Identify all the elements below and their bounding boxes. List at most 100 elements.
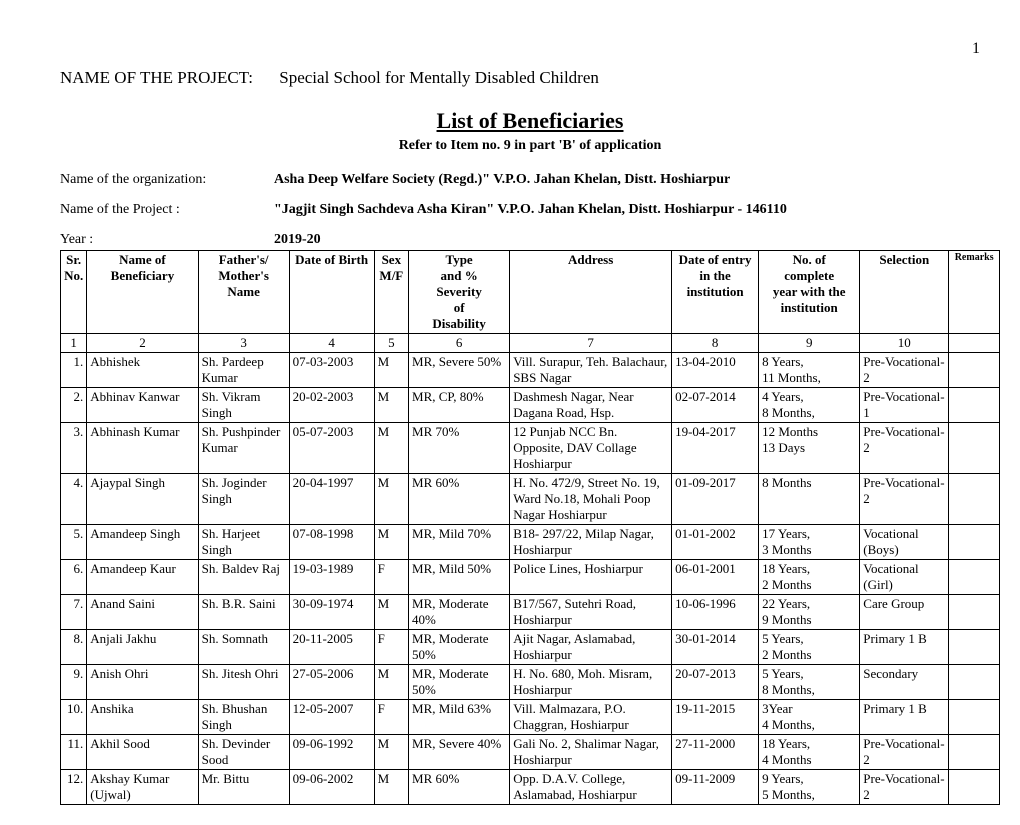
table-row: 3.Abhinash KumarSh. Pushpinder Kumar05-0… (61, 423, 1000, 474)
project-name-line: NAME OF THE PROJECT: Special School for … (60, 68, 1000, 88)
column-number-addr: 7 (510, 334, 672, 353)
table-row: 1.AbhishekSh. Pardeep Kumar07-03-2003MMR… (61, 353, 1000, 388)
cell-dob: 05-07-2003 (289, 423, 374, 474)
cell-entry: 20-07-2013 (672, 665, 759, 700)
table-row: 2.Abhinav KanwarSh. Vikram Singh20-02-20… (61, 388, 1000, 423)
cell-entry: 01-09-2017 (672, 474, 759, 525)
cell-year: 8 Years, 11 Months, (759, 353, 860, 388)
cell-sex: F (374, 630, 408, 665)
meta-label: Year : (60, 232, 274, 248)
column-number-sel: 10 (860, 334, 949, 353)
table-row: 10.AnshikaSh. Bhushan Singh12-05-2007FMR… (61, 700, 1000, 735)
cell-fname: Sh. Joginder Singh (198, 474, 289, 525)
meta-row: Name of the organization:Asha Deep Welfa… (60, 172, 1000, 188)
cell-fname: Sh. Harjeet Singh (198, 525, 289, 560)
cell-fname: Sh. Pushpinder Kumar (198, 423, 289, 474)
cell-rem (949, 735, 1000, 770)
cell-rem (949, 700, 1000, 735)
cell-dob: 20-04-1997 (289, 474, 374, 525)
column-header-name: Name of Beneficiary (87, 251, 198, 334)
table-header-row: Sr. No.Name of BeneficiaryFather's/ Moth… (61, 251, 1000, 334)
column-header-sex: Sex M/F (374, 251, 408, 334)
cell-name: Ajaypal Singh (87, 474, 198, 525)
cell-dob: 19-03-1989 (289, 560, 374, 595)
cell-sel: Pre-Vocational-2 (860, 474, 949, 525)
cell-sel: Vocational (Boys) (860, 525, 949, 560)
column-number-year: 9 (759, 334, 860, 353)
cell-sr: 7. (61, 595, 87, 630)
page-title: List of Beneficiaries (437, 108, 624, 134)
cell-type: MR, Severe 40% (409, 735, 510, 770)
cell-type: MR, Mild 50% (409, 560, 510, 595)
cell-name: Abhishek (87, 353, 198, 388)
cell-type: MR, CP, 80% (409, 388, 510, 423)
table-row: 4.Ajaypal SinghSh. Joginder Singh20-04-1… (61, 474, 1000, 525)
cell-entry: 06-01-2001 (672, 560, 759, 595)
cell-sr: 11. (61, 735, 87, 770)
cell-name: Amandeep Kaur (87, 560, 198, 595)
cell-year: 22 Years, 9 Months (759, 595, 860, 630)
cell-sel: Pre-Vocational-1 (860, 388, 949, 423)
column-header-sel: Selection (860, 251, 949, 334)
cell-dob: 12-05-2007 (289, 700, 374, 735)
cell-type: MR 60% (409, 770, 510, 805)
cell-sex: F (374, 560, 408, 595)
meta-row: Year :2019-20 (60, 232, 1000, 248)
meta-label: Name of the Project : (60, 202, 274, 218)
cell-name: Akhil Sood (87, 735, 198, 770)
page-title-block: List of Beneficiaries (60, 108, 1000, 134)
cell-sr: 1. (61, 353, 87, 388)
cell-year: 18 Years, 2 Months (759, 560, 860, 595)
cell-type: MR, Moderate 50% (409, 630, 510, 665)
cell-year: 17 Years, 3 Months (759, 525, 860, 560)
cell-dob: 09-06-1992 (289, 735, 374, 770)
cell-name: Akshay Kumar (Ujwal) (87, 770, 198, 805)
cell-addr: Dashmesh Nagar, Near Dagana Road, Hsp. (510, 388, 672, 423)
cell-year: 4 Years, 8 Months, (759, 388, 860, 423)
cell-name: Anish Ohri (87, 665, 198, 700)
table-row: 7.Anand SainiSh. B.R. Saini30-09-1974MMR… (61, 595, 1000, 630)
cell-fname: Sh. Pardeep Kumar (198, 353, 289, 388)
cell-sex: M (374, 388, 408, 423)
cell-sel: Pre-Vocational-2 (860, 770, 949, 805)
column-header-type: Type and % Severity of Disability (409, 251, 510, 334)
cell-sel: Primary 1 B (860, 700, 949, 735)
cell-sex: M (374, 770, 408, 805)
column-number-type: 6 (409, 334, 510, 353)
cell-sex: M (374, 525, 408, 560)
page-subtitle: Refer to Item no. 9 in part 'B' of appli… (60, 138, 1000, 154)
cell-fname: Sh. Jitesh Ohri (198, 665, 289, 700)
column-number-fname: 3 (198, 334, 289, 353)
meta-value: 2019-20 (274, 232, 321, 247)
table-row: 12.Akshay Kumar (Ujwal)Mr. Bittu09-06-20… (61, 770, 1000, 805)
cell-type: MR, Moderate 50% (409, 665, 510, 700)
cell-sel: Pre-Vocational-2 (860, 735, 949, 770)
cell-type: MR, Moderate 40% (409, 595, 510, 630)
column-header-entry: Date of entry in the institution (672, 251, 759, 334)
cell-entry: 09-11-2009 (672, 770, 759, 805)
table-column-number-row: 12345678910 (61, 334, 1000, 353)
cell-dob: 30-09-1974 (289, 595, 374, 630)
cell-name: Anshika (87, 700, 198, 735)
cell-entry: 27-11-2000 (672, 735, 759, 770)
cell-type: MR 70% (409, 423, 510, 474)
cell-entry: 19-04-2017 (672, 423, 759, 474)
cell-name: Amandeep Singh (87, 525, 198, 560)
cell-fname: Sh. Vikram Singh (198, 388, 289, 423)
cell-fname: Mr. Bittu (198, 770, 289, 805)
page-number: 1 (60, 40, 1000, 58)
table-row: 8.Anjali JakhuSh. Somnath20-11-2005FMR, … (61, 630, 1000, 665)
cell-sex: M (374, 353, 408, 388)
cell-dob: 07-03-2003 (289, 353, 374, 388)
meta-value: "Jagjit Singh Sachdeva Asha Kiran" V.P.O… (274, 202, 787, 217)
cell-year: 5 Years, 8 Months, (759, 665, 860, 700)
cell-rem (949, 560, 1000, 595)
cell-rem (949, 665, 1000, 700)
meta-block: Name of the organization:Asha Deep Welfa… (60, 172, 1000, 248)
cell-sr: 9. (61, 665, 87, 700)
meta-label: Name of the organization: (60, 172, 274, 188)
cell-addr: B17/567, Sutehri Road, Hoshiarpur (510, 595, 672, 630)
cell-entry: 10-06-1996 (672, 595, 759, 630)
cell-sel: Pre-Vocational-2 (860, 353, 949, 388)
beneficiaries-table: Sr. No.Name of BeneficiaryFather's/ Moth… (60, 250, 1000, 805)
